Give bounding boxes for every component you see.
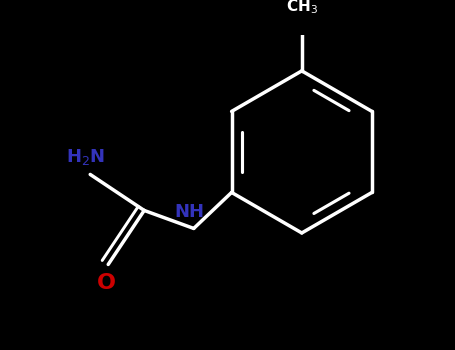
Text: NH: NH (174, 203, 204, 221)
Text: CH$_3$: CH$_3$ (286, 0, 318, 16)
Text: O: O (97, 273, 116, 293)
Text: H$_2$N: H$_2$N (66, 147, 105, 167)
